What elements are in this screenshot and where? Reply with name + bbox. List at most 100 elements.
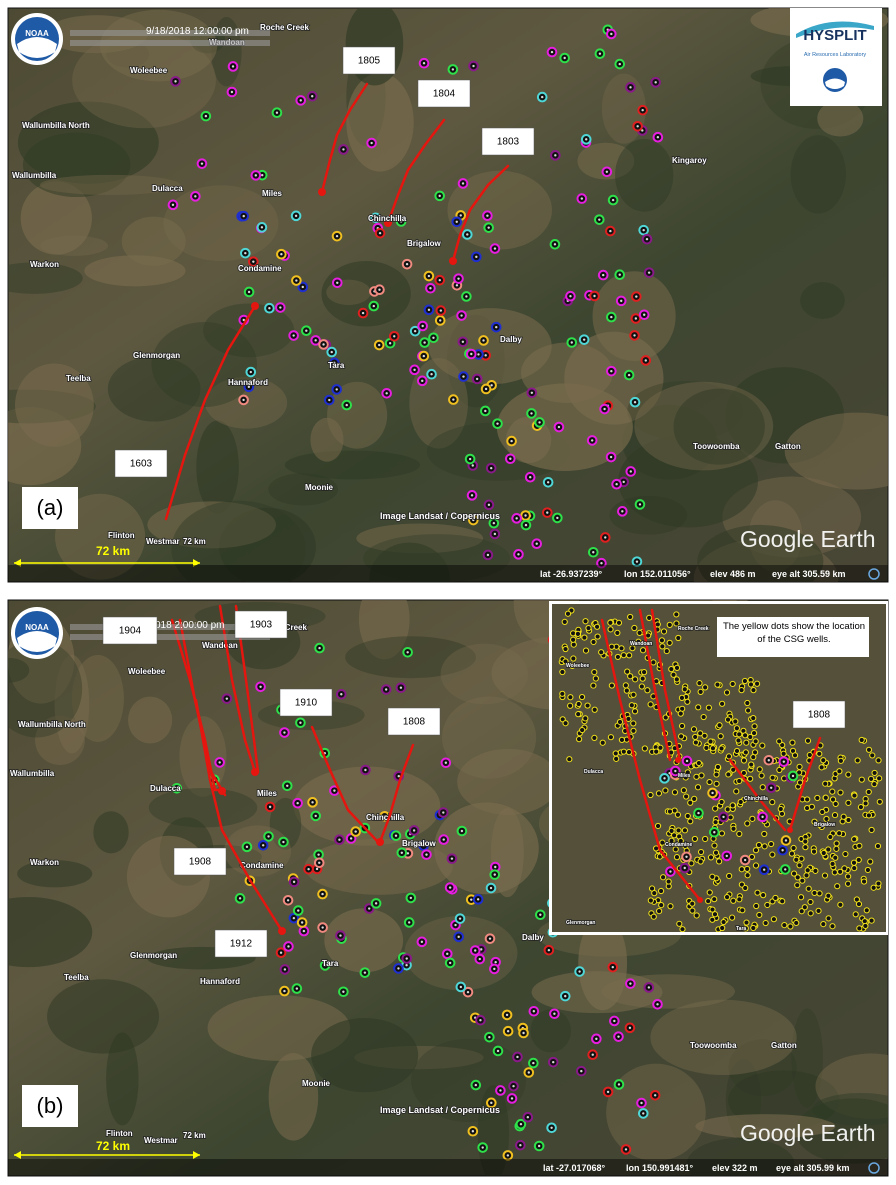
site-dot-center: [627, 373, 631, 377]
site-dot-center: [471, 1130, 475, 1133]
terrain-patch: [269, 797, 302, 850]
well-dot: [730, 825, 737, 832]
well-dot: [733, 747, 741, 755]
well-dot: [681, 827, 689, 834]
trajectory-labels: 1904 1903 1910 1808 1908 1912: [102, 610, 441, 958]
site-dot-center: [279, 951, 283, 954]
site-dot-center: [509, 457, 512, 460]
site-dot-center: [633, 334, 636, 337]
terrain-patch: [39, 174, 181, 195]
scale-bar: 72 km 72 km: [14, 1130, 206, 1159]
site-dot-center: [722, 815, 725, 819]
site-dot-center: [538, 421, 541, 424]
site-dot-center: [622, 480, 625, 484]
time-slider: [70, 30, 270, 36]
trajectory-line: [451, 164, 510, 263]
site-dot-center: [610, 369, 613, 373]
terrain-patch: [93, 811, 129, 854]
site-dot-center: [487, 503, 491, 507]
site-dot-center: [618, 273, 621, 276]
site-dot-center: [244, 251, 247, 255]
site-dot-center: [472, 64, 475, 68]
well-dot: [709, 745, 717, 752]
well-dot: [566, 756, 573, 763]
site-dot-center: [405, 957, 408, 960]
trajectories: [164, 82, 510, 521]
terrain-patch: [606, 1063, 706, 1162]
well-dot: [690, 726, 698, 733]
site-dot-center: [314, 339, 317, 342]
site-dot-center: [444, 761, 448, 764]
terrain-patch: [17, 101, 159, 184]
well-dot: [630, 720, 637, 727]
town: Warkon: [30, 858, 59, 867]
site-dot-center: [422, 62, 426, 65]
well-dot: [709, 873, 716, 880]
well-dot: [644, 687, 651, 694]
terrain-patch: [530, 1009, 572, 1053]
status-lon: lon 150.991481°: [626, 1163, 694, 1173]
terrain-patch: [163, 185, 279, 262]
well-dot: [761, 830, 768, 838]
well-dot: [804, 867, 811, 874]
status-icon: [868, 1162, 880, 1174]
site-dot-center: [615, 483, 618, 486]
well-dot: [607, 734, 615, 741]
well-dot: [740, 769, 747, 777]
label-box: [114, 449, 168, 478]
well-dot: [806, 751, 813, 759]
site-dot-center: [762, 868, 766, 871]
well-dot: [742, 732, 749, 739]
site-dot-center: [494, 960, 497, 964]
well-dot: [657, 887, 665, 895]
terrain-patch: [54, 654, 90, 754]
well-dot: [804, 796, 811, 803]
site-dot-center: [524, 514, 527, 517]
status-bar: [8, 1159, 888, 1176]
panel-label-box: [22, 487, 78, 529]
site-dot-center: [448, 961, 452, 965]
town: Wallumbilla: [12, 171, 57, 180]
panel-label: (b): [37, 1093, 64, 1118]
well-dot: [820, 757, 827, 764]
well-dot: [743, 739, 750, 746]
inset-towns: Roche Creek Wandoan Woleebee Dulacca Mil…: [565, 625, 836, 933]
town: Miles: [257, 789, 278, 798]
well-dot: [776, 766, 783, 774]
town: Dulacca: [584, 769, 603, 775]
site-dot-center: [283, 989, 286, 993]
terrain-patch: [577, 142, 635, 180]
brand: Google Earth: [740, 526, 876, 552]
site-dot-center: [423, 341, 426, 344]
well-dot: [829, 860, 836, 867]
well-dot: [862, 922, 869, 930]
site-dot-center: [322, 343, 325, 346]
site-dot-center: [442, 811, 445, 814]
site-dot-center: [636, 125, 639, 128]
site-dot-center: [590, 439, 594, 442]
well-dot: [832, 800, 839, 808]
well-dot: [641, 745, 648, 752]
terrain-patch: [812, 1092, 888, 1126]
site-dot-center: [532, 1010, 536, 1013]
panel-a: Roche Creek Wandoan Woleebee Wallumbilla…: [7, 7, 889, 583]
well-dot: [803, 872, 810, 879]
noaa-logo: NOAA: [11, 607, 63, 659]
site-dot-center: [307, 867, 310, 871]
site-dot-center: [301, 285, 304, 289]
well-dot: [688, 860, 695, 867]
town: Glenmorgan: [130, 951, 177, 960]
well-dot: [822, 794, 829, 801]
inset: Roche Creek Wandoan Woleebee Dulacca Mil…: [549, 601, 888, 935]
terrain-patch: [107, 356, 201, 422]
trajectory-line: [650, 608, 682, 762]
terrain-patch: [84, 255, 186, 287]
well-dot: [852, 911, 859, 918]
well-dot: [729, 802, 736, 809]
site-dot-center: [643, 313, 646, 316]
town: Brigalow: [814, 822, 835, 828]
site-dot-center: [260, 226, 264, 229]
site-dot-center: [610, 32, 613, 36]
well-dot: [727, 814, 734, 821]
well-dot: [585, 624, 592, 632]
